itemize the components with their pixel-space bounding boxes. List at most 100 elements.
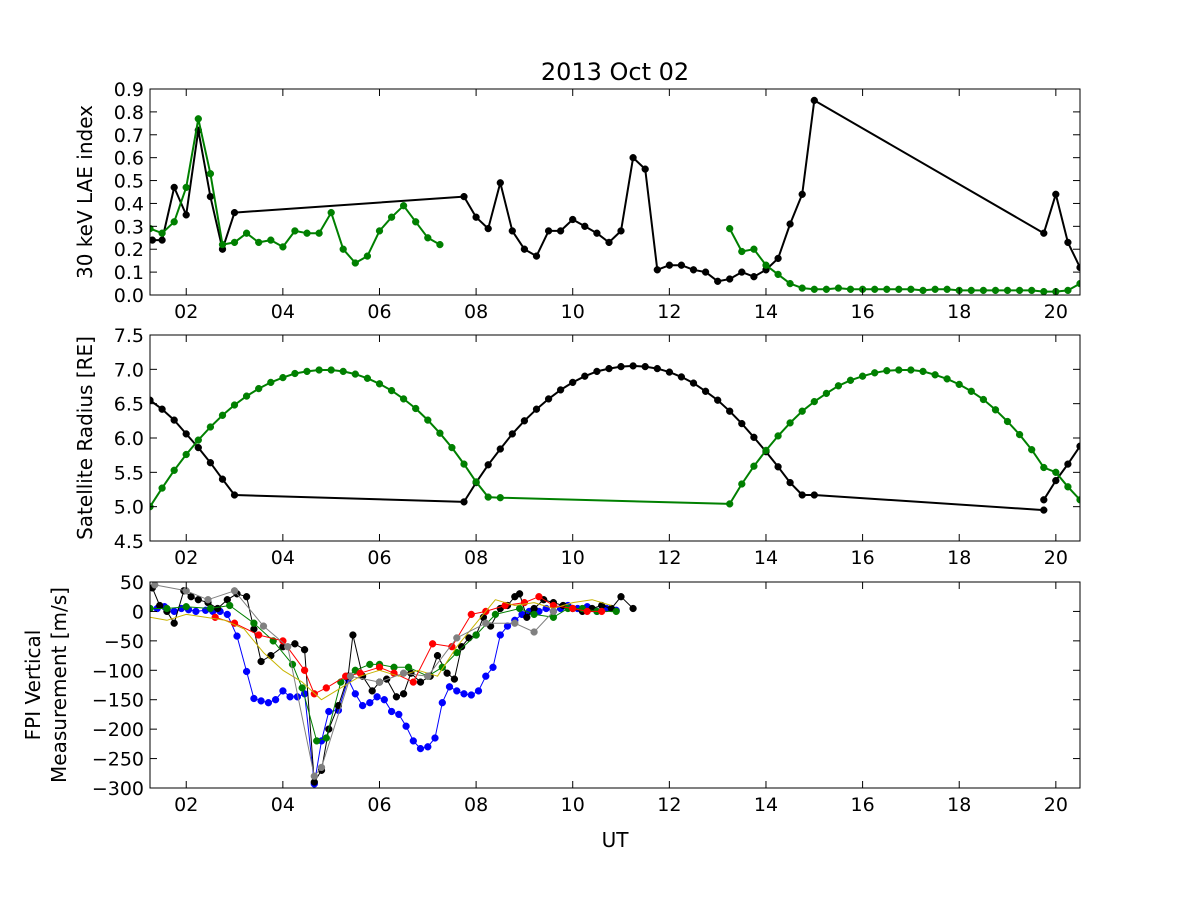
data-point	[677, 261, 686, 269]
data-point	[218, 475, 227, 483]
data-point	[714, 277, 722, 285]
data-point	[158, 484, 166, 492]
data-point	[206, 604, 215, 613]
data-point	[313, 737, 321, 745]
data-point	[883, 367, 891, 375]
y-tick-label: 0.4	[114, 193, 144, 215]
data-point	[629, 604, 637, 613]
data-point	[448, 443, 456, 452]
data-point	[508, 227, 516, 235]
data-point	[182, 183, 190, 192]
data-point	[291, 640, 299, 648]
data-point	[368, 687, 376, 695]
x-tick-label: 18	[947, 547, 971, 569]
data-point	[412, 218, 420, 226]
data-point	[300, 646, 309, 654]
data-point	[424, 743, 432, 751]
series-line	[1042, 445, 1080, 501]
data-point	[467, 691, 475, 699]
data-point	[315, 366, 323, 374]
data-point	[325, 707, 333, 716]
data-point	[380, 696, 388, 704]
x-tick-label: 14	[754, 794, 778, 816]
data-point	[472, 478, 480, 486]
data-point	[549, 607, 558, 616]
data-point	[230, 238, 239, 247]
data-point	[399, 690, 408, 698]
data-point	[404, 663, 413, 671]
data-point	[822, 285, 831, 293]
data-point	[218, 411, 227, 419]
data-point	[774, 254, 782, 263]
data-point	[1064, 460, 1072, 468]
data-point	[194, 436, 202, 444]
data-point	[250, 619, 258, 627]
data-point	[206, 459, 215, 467]
data-point	[230, 208, 239, 217]
data-point	[883, 285, 891, 293]
data-point	[457, 643, 466, 651]
x-tick-label: 06	[367, 794, 391, 816]
data-point	[187, 593, 195, 601]
data-point	[617, 227, 625, 235]
data-point	[387, 213, 396, 221]
data-point	[979, 286, 988, 295]
data-point	[617, 362, 625, 371]
data-point	[206, 170, 215, 178]
data-point	[484, 461, 492, 469]
data-point	[453, 687, 461, 695]
y-axis-label: FPI Vertical	[21, 630, 45, 741]
series-5	[150, 599, 612, 701]
data-point	[460, 690, 468, 698]
y-axis-label: Measurement [m/s]	[47, 587, 71, 783]
y-tick-label: −50	[104, 631, 144, 653]
data-point	[375, 678, 384, 686]
panel-2: 02 04 06 08 10 12 14 16 18 20 4.5 5.0 5.5 6.0 6.5 7.0 7.…	[73, 325, 1081, 569]
data-point	[653, 266, 661, 274]
data-point	[786, 220, 794, 228]
data-point	[448, 643, 456, 651]
data-point	[569, 215, 577, 224]
data-point	[846, 376, 855, 384]
data-point	[317, 763, 326, 772]
data-point	[327, 366, 335, 374]
x-tick-label: 06	[367, 301, 391, 323]
x-tick-label: 10	[561, 794, 585, 816]
data-point	[250, 694, 258, 703]
data-point	[279, 373, 287, 382]
data-point	[286, 693, 294, 701]
data-point	[230, 491, 239, 499]
y-tick-label: 0.1	[114, 262, 144, 284]
data-point	[375, 663, 384, 671]
data-point	[255, 384, 263, 393]
data-point	[424, 416, 432, 424]
data-point	[300, 666, 309, 674]
y-tick-label: 0.7	[114, 125, 144, 147]
data-point	[907, 366, 915, 374]
data-point	[726, 224, 734, 233]
data-point	[192, 607, 200, 616]
data-point	[409, 678, 417, 686]
y-tick-label: 5.5	[114, 462, 144, 484]
x-tick-label: 20	[1044, 547, 1068, 569]
data-point	[170, 619, 178, 627]
data-point	[416, 744, 425, 753]
data-point	[530, 610, 538, 619]
y-tick-label: 6.5	[114, 394, 144, 416]
data-point	[617, 593, 625, 601]
x-tick-label: 18	[947, 794, 971, 816]
x-tick-label: 06	[367, 547, 391, 569]
data-point	[298, 684, 306, 692]
data-point	[569, 378, 577, 387]
data-point	[955, 380, 963, 389]
data-point	[242, 667, 251, 676]
data-point	[810, 491, 818, 499]
data-point	[1052, 190, 1060, 198]
data-point	[641, 362, 649, 371]
data-point	[395, 710, 403, 719]
data-point	[303, 367, 311, 376]
data-point	[482, 672, 490, 680]
data-point	[170, 183, 178, 192]
data-point	[1003, 417, 1012, 426]
data-point	[1015, 430, 1024, 439]
